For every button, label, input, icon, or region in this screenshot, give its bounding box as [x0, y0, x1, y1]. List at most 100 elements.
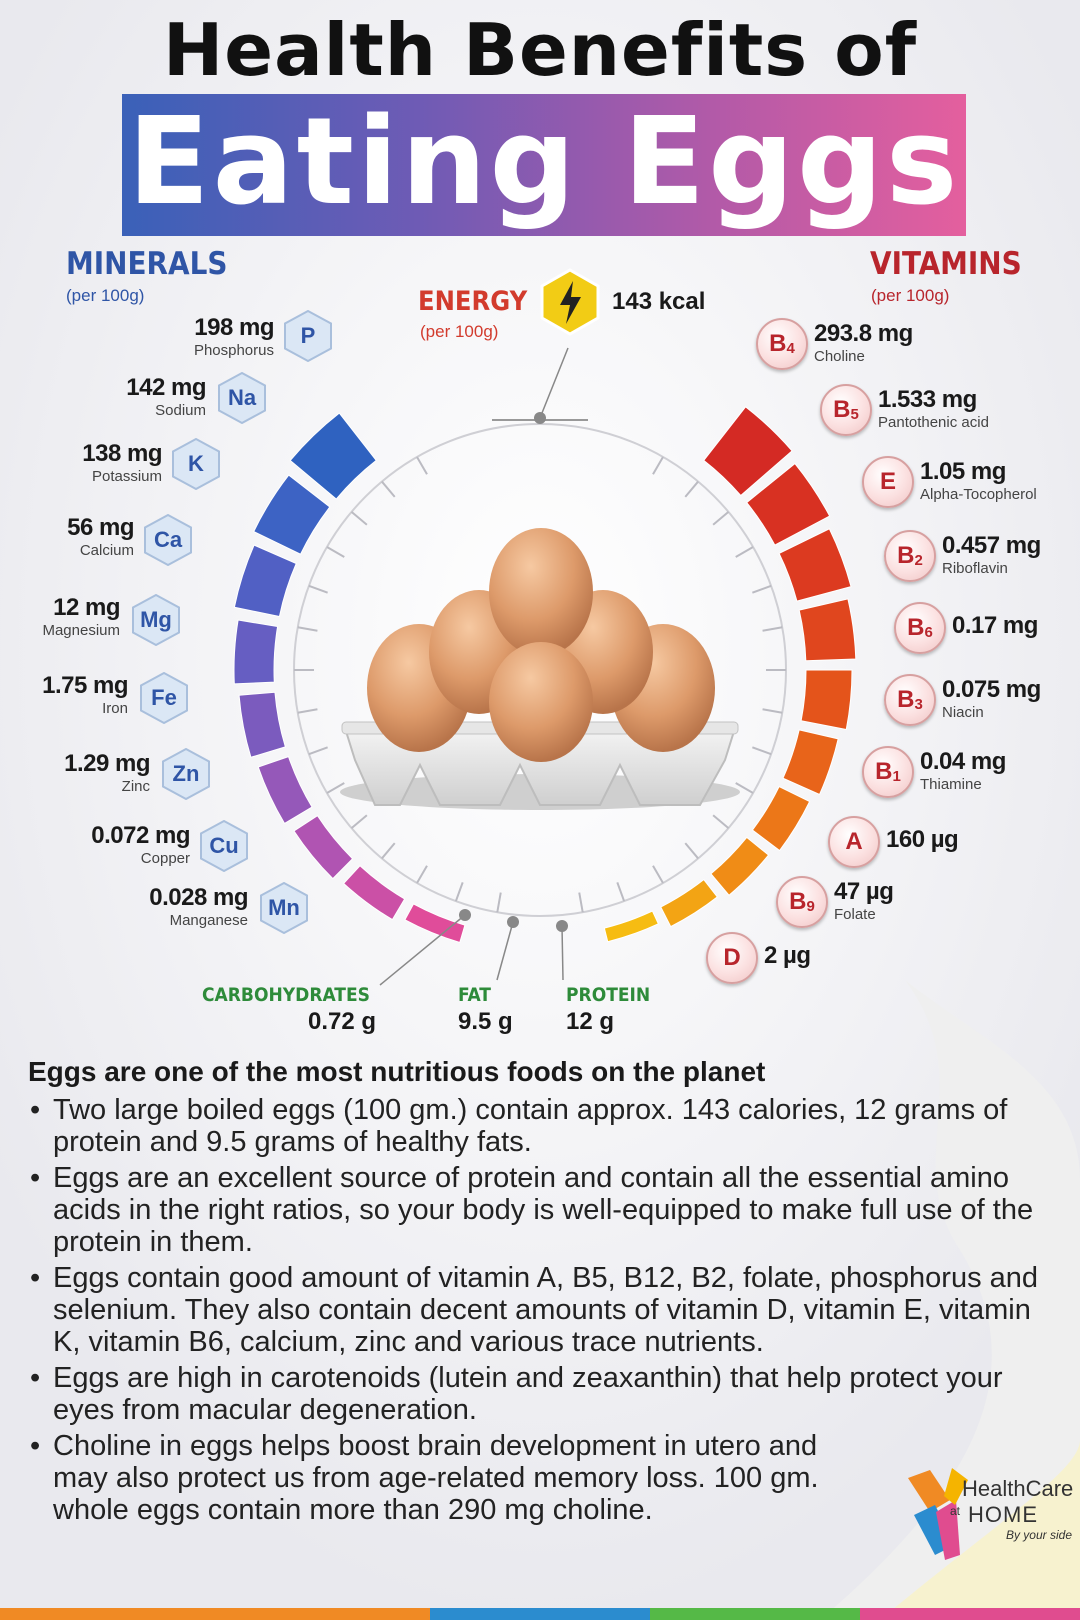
mineral-item: 0.028 mg Manganese — [149, 884, 248, 929]
vitamin-name: Folate — [834, 906, 876, 923]
macro-value: 12 g — [566, 1008, 615, 1035]
vitamin-badge: B5 — [820, 384, 872, 436]
logo: HealthCare at HOME By your side — [950, 1476, 1074, 1542]
mineral-symbol-badge: Ca — [142, 514, 194, 566]
mineral-item: 1.75 mg Iron — [42, 672, 128, 717]
mineral-name: Iron — [102, 700, 128, 717]
vitamin-value: 1.05 mg — [920, 458, 1006, 485]
mineral-item: 198 mg Phosphorus — [193, 314, 275, 359]
mineral-value: 198 mg — [194, 314, 274, 341]
vitamin-badge: B6 — [894, 602, 946, 654]
healthcare-logo-mark — [908, 1468, 968, 1560]
mineral-value: 142 mg — [126, 374, 206, 401]
list-item: Choline in eggs helps boost brain develo… — [28, 1430, 833, 1526]
vitamin-name: Choline — [814, 348, 865, 365]
mineral-symbol: Cu — [209, 833, 239, 858]
vitamins-subheading: (per 100g) — [871, 286, 950, 305]
vitamin-badge: B9 — [776, 876, 828, 928]
vitamin-name: Niacin — [942, 704, 984, 721]
mineral-name: Manganese — [169, 912, 248, 929]
mineral-item: 1.29 mg Zinc — [64, 750, 150, 795]
vitamin-name: Pantothenic acid — [878, 414, 989, 431]
mineral-symbol: K — [188, 451, 204, 476]
minerals-heading: MINERALS — [66, 246, 228, 282]
vitamin-badge: B1 — [862, 746, 914, 798]
macro-label: CARBOHYDRATES — [202, 984, 370, 1006]
logo-tagline: By your side — [1005, 1528, 1072, 1542]
vitamin-item: 0.457 mg Riboflavin — [942, 532, 1041, 577]
list-item: Eggs contain good amount of vitamin A, B… — [28, 1262, 1048, 1358]
mineral-value: 12 mg — [53, 594, 120, 621]
mineral-name: Sodium — [155, 402, 206, 419]
mineral-symbol-badge: Mn — [258, 882, 310, 934]
vitamin-value: 47 µg — [834, 878, 894, 905]
vitamin-item: 47 µg Folate — [834, 878, 894, 923]
mineral-item: 138 mg Potassium — [82, 440, 162, 485]
mineral-symbol: Ca — [153, 527, 183, 552]
mineral-value: 138 mg — [82, 440, 162, 467]
list-item: Eggs are an excellent source of protein … — [28, 1162, 1048, 1258]
vitamin-value: 0.075 mg — [942, 676, 1041, 703]
mineral-symbol-badge: K — [170, 438, 222, 490]
mineral-symbol: Mg — [140, 607, 172, 632]
mineral-value: 1.29 mg — [64, 750, 150, 777]
vitamin-value: 293.8 mg — [814, 320, 913, 347]
vitamin-item: 2 µg — [764, 942, 811, 970]
minerals-subheading: (per 100g) — [66, 286, 145, 305]
mineral-item: 12 mg Magnesium — [42, 594, 120, 639]
mineral-name: Zinc — [121, 778, 150, 795]
mineral-item: 56 mg Calcium — [67, 514, 134, 559]
logo-home: HOME — [968, 1502, 1038, 1527]
energy-value: 143 kcal — [612, 288, 706, 315]
energy-heading: ENERGY — [418, 286, 528, 317]
vitamin-item: 0.075 mg Niacin — [942, 676, 1041, 721]
vitamin-badge: B4 — [756, 318, 808, 370]
list-item: Eggs are high in carotenoids (lutein and… — [28, 1362, 1048, 1426]
mineral-value: 56 mg — [67, 514, 134, 541]
vitamin-name: Thiamine — [920, 776, 982, 793]
mineral-name: Copper — [140, 850, 190, 867]
vitamin-badge: B2 — [884, 530, 936, 582]
vitamin-value: 160 µg — [886, 826, 959, 853]
mineral-name: Potassium — [91, 468, 162, 485]
vitamin-item: 293.8 mg Choline — [814, 320, 913, 365]
mineral-symbol: Na — [227, 385, 257, 410]
vitamin-value: 1.533 mg — [878, 386, 977, 413]
vitamin-value: 0.04 mg — [920, 748, 1006, 775]
egg-tray-illustration — [340, 528, 740, 810]
mineral-name: Phosphorus — [193, 342, 274, 359]
vitamin-name: Riboflavin — [942, 560, 1008, 577]
mineral-symbol-badge: P — [282, 310, 334, 362]
vitamin-item: 0.17 mg — [952, 612, 1038, 640]
vitamin-badge: D — [706, 932, 758, 984]
mineral-symbol: Mn — [268, 895, 300, 920]
logo-at: at — [950, 1504, 961, 1518]
vitamin-item: 0.04 mg Thiamine — [920, 748, 1006, 793]
vitamins-heading: VITAMINS — [870, 246, 1022, 282]
logo-text: HealthCare — [962, 1476, 1074, 1501]
vitamin-item: 1.05 mg Alpha-Tocopherol — [920, 458, 1037, 503]
mineral-value: 0.028 mg — [149, 884, 248, 911]
macro-value: 9.5 g — [458, 1008, 513, 1035]
mineral-symbol: P — [300, 323, 316, 348]
page-title: Health Benefits of — [162, 8, 918, 92]
energy-pointer — [492, 268, 600, 424]
mineral-symbol-badge: Mg — [130, 594, 182, 646]
mineral-value: 0.072 mg — [91, 822, 190, 849]
vitamin-item: 160 µg — [886, 826, 959, 854]
gauge-ticks — [293, 423, 787, 917]
list-item: Two large boiled eggs (100 gm.) contain … — [28, 1094, 1048, 1158]
mineral-name: Magnesium — [42, 622, 120, 639]
title-banner — [122, 94, 966, 236]
mineral-symbol-badge: Zn — [160, 748, 212, 800]
mineral-name: Calcium — [79, 542, 134, 559]
macro-label: FAT — [458, 984, 491, 1006]
vitamin-value: 0.457 mg — [942, 532, 1041, 559]
mineral-symbol-badge: Cu — [198, 820, 250, 872]
benefits-list: Two large boiled eggs (100 gm.) contain … — [28, 1094, 1048, 1530]
footer-stripe — [0, 1608, 1080, 1620]
page-title-highlight: Eating Eggs — [127, 93, 961, 232]
vitamin-value: 0.17 mg — [952, 612, 1038, 639]
mineral-value: 1.75 mg — [42, 672, 128, 699]
macro-value: 0.72 g — [308, 1008, 377, 1035]
